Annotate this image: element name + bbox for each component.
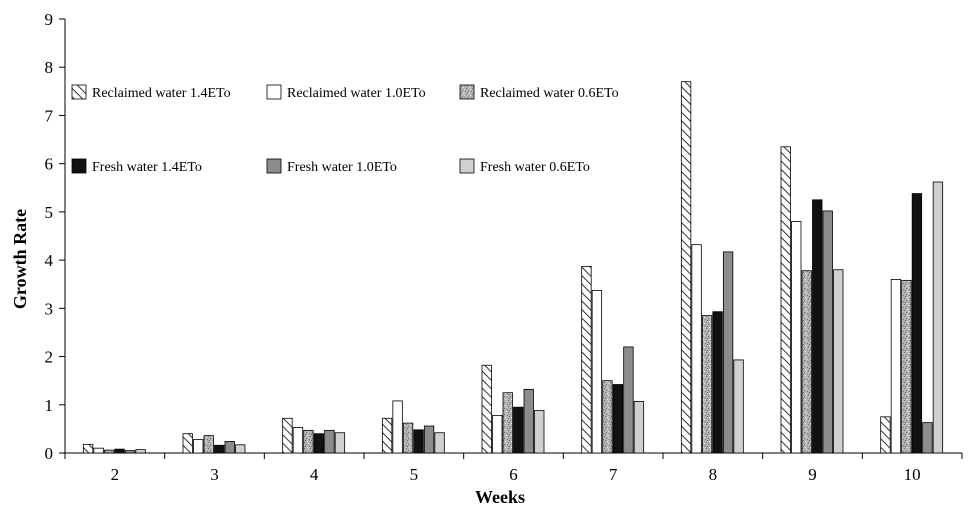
x-tick-label: 3: [210, 465, 219, 484]
bar: [602, 380, 613, 454]
bar: [791, 221, 802, 454]
bar: [492, 414, 503, 454]
bars: [82, 81, 944, 454]
y-tick-label: 1: [45, 396, 54, 415]
bar: [581, 265, 592, 454]
bar: [701, 315, 713, 454]
bar: [413, 429, 424, 454]
bar: [502, 392, 513, 454]
y-tick-label: 8: [45, 58, 54, 77]
x-tick-label: 5: [410, 465, 419, 484]
x-tick-label: 8: [709, 465, 718, 484]
legend-label: Fresh water 1.4ETo: [92, 160, 202, 175]
bar: [193, 439, 204, 454]
bar: [124, 450, 136, 454]
y-tick-label: 7: [45, 106, 54, 125]
bar: [722, 251, 734, 454]
x-tick-label: 10: [904, 465, 921, 484]
bar: [922, 422, 933, 454]
bar: [481, 364, 492, 454]
bar: [633, 400, 645, 454]
y-tick-label: 3: [45, 299, 54, 318]
bar: [434, 432, 445, 454]
x-tick-label: 6: [509, 465, 518, 484]
bar: [402, 422, 414, 454]
y-tick-label: 5: [45, 203, 54, 222]
bar: [114, 448, 125, 454]
bar: [135, 449, 146, 454]
bar: [591, 290, 603, 454]
bar: [282, 417, 293, 454]
y-tick-label: 2: [45, 348, 54, 367]
bar: [93, 447, 104, 454]
bar: [733, 359, 744, 454]
bar: [313, 433, 325, 454]
bar: [680, 81, 692, 454]
bar: [214, 444, 225, 454]
bar: [423, 425, 435, 454]
bar: [911, 193, 923, 454]
bar: [292, 427, 304, 454]
x-tick-label: 9: [808, 465, 817, 484]
bar: [303, 429, 314, 454]
bar: [334, 432, 346, 454]
bar: [833, 269, 844, 454]
bar: [801, 270, 812, 454]
tick-labels: 0 1 2 3 4 5 6 7 8 9 2 3 4 5 6 7 8 9 10: [45, 10, 921, 484]
bar: [712, 311, 723, 454]
y-tick-label: 6: [45, 155, 54, 174]
x-axis-title: Weeks: [475, 487, 525, 507]
legend-label: Reclaimed water 0.6ETo: [480, 86, 619, 101]
bar: [224, 441, 235, 454]
legend: Reclaimed water 1.4ETo Reclaimed water 1.…: [71, 84, 619, 175]
bar: [623, 346, 634, 454]
bar: [612, 384, 624, 454]
bar: [82, 443, 94, 454]
y-tick-label: 4: [45, 251, 54, 270]
x-tick-label: 2: [111, 465, 120, 484]
x-tick-label: 7: [609, 465, 618, 484]
x-tick-label: 4: [310, 465, 319, 484]
bar: [513, 406, 524, 454]
bar: [324, 429, 335, 454]
bar: [182, 433, 193, 454]
legend-label: Fresh water 1.0ETo: [287, 160, 397, 175]
bar: [780, 146, 791, 454]
bar: [523, 388, 534, 454]
bar: [822, 210, 833, 454]
bar: [203, 435, 214, 454]
bar: [890, 278, 902, 454]
bar: [880, 416, 891, 454]
legend-label: Reclaimed water 1.4ETo: [92, 86, 231, 101]
legend-swatch: [459, 84, 475, 100]
legend-swatch: [266, 158, 282, 174]
legend-label: Fresh water 0.6ETo: [480, 160, 590, 175]
bar: [381, 417, 393, 454]
bar: [235, 444, 246, 454]
bar: [103, 449, 115, 454]
legend-swatch: [71, 158, 87, 174]
bar: [392, 400, 403, 454]
legend-swatch: [71, 84, 87, 100]
bar: [534, 410, 545, 454]
legend-label: Reclaimed water 1.0ETo: [287, 86, 426, 101]
legend-swatch: [266, 84, 282, 100]
legend-swatch: [459, 158, 475, 174]
y-tick-label: 0: [45, 444, 54, 463]
bar: [812, 199, 823, 454]
y-tick-label: 9: [45, 10, 54, 29]
y-axis-title: Growth Rate: [10, 209, 30, 309]
bar: [691, 244, 702, 454]
bar: [932, 181, 944, 454]
bar: [901, 279, 912, 454]
